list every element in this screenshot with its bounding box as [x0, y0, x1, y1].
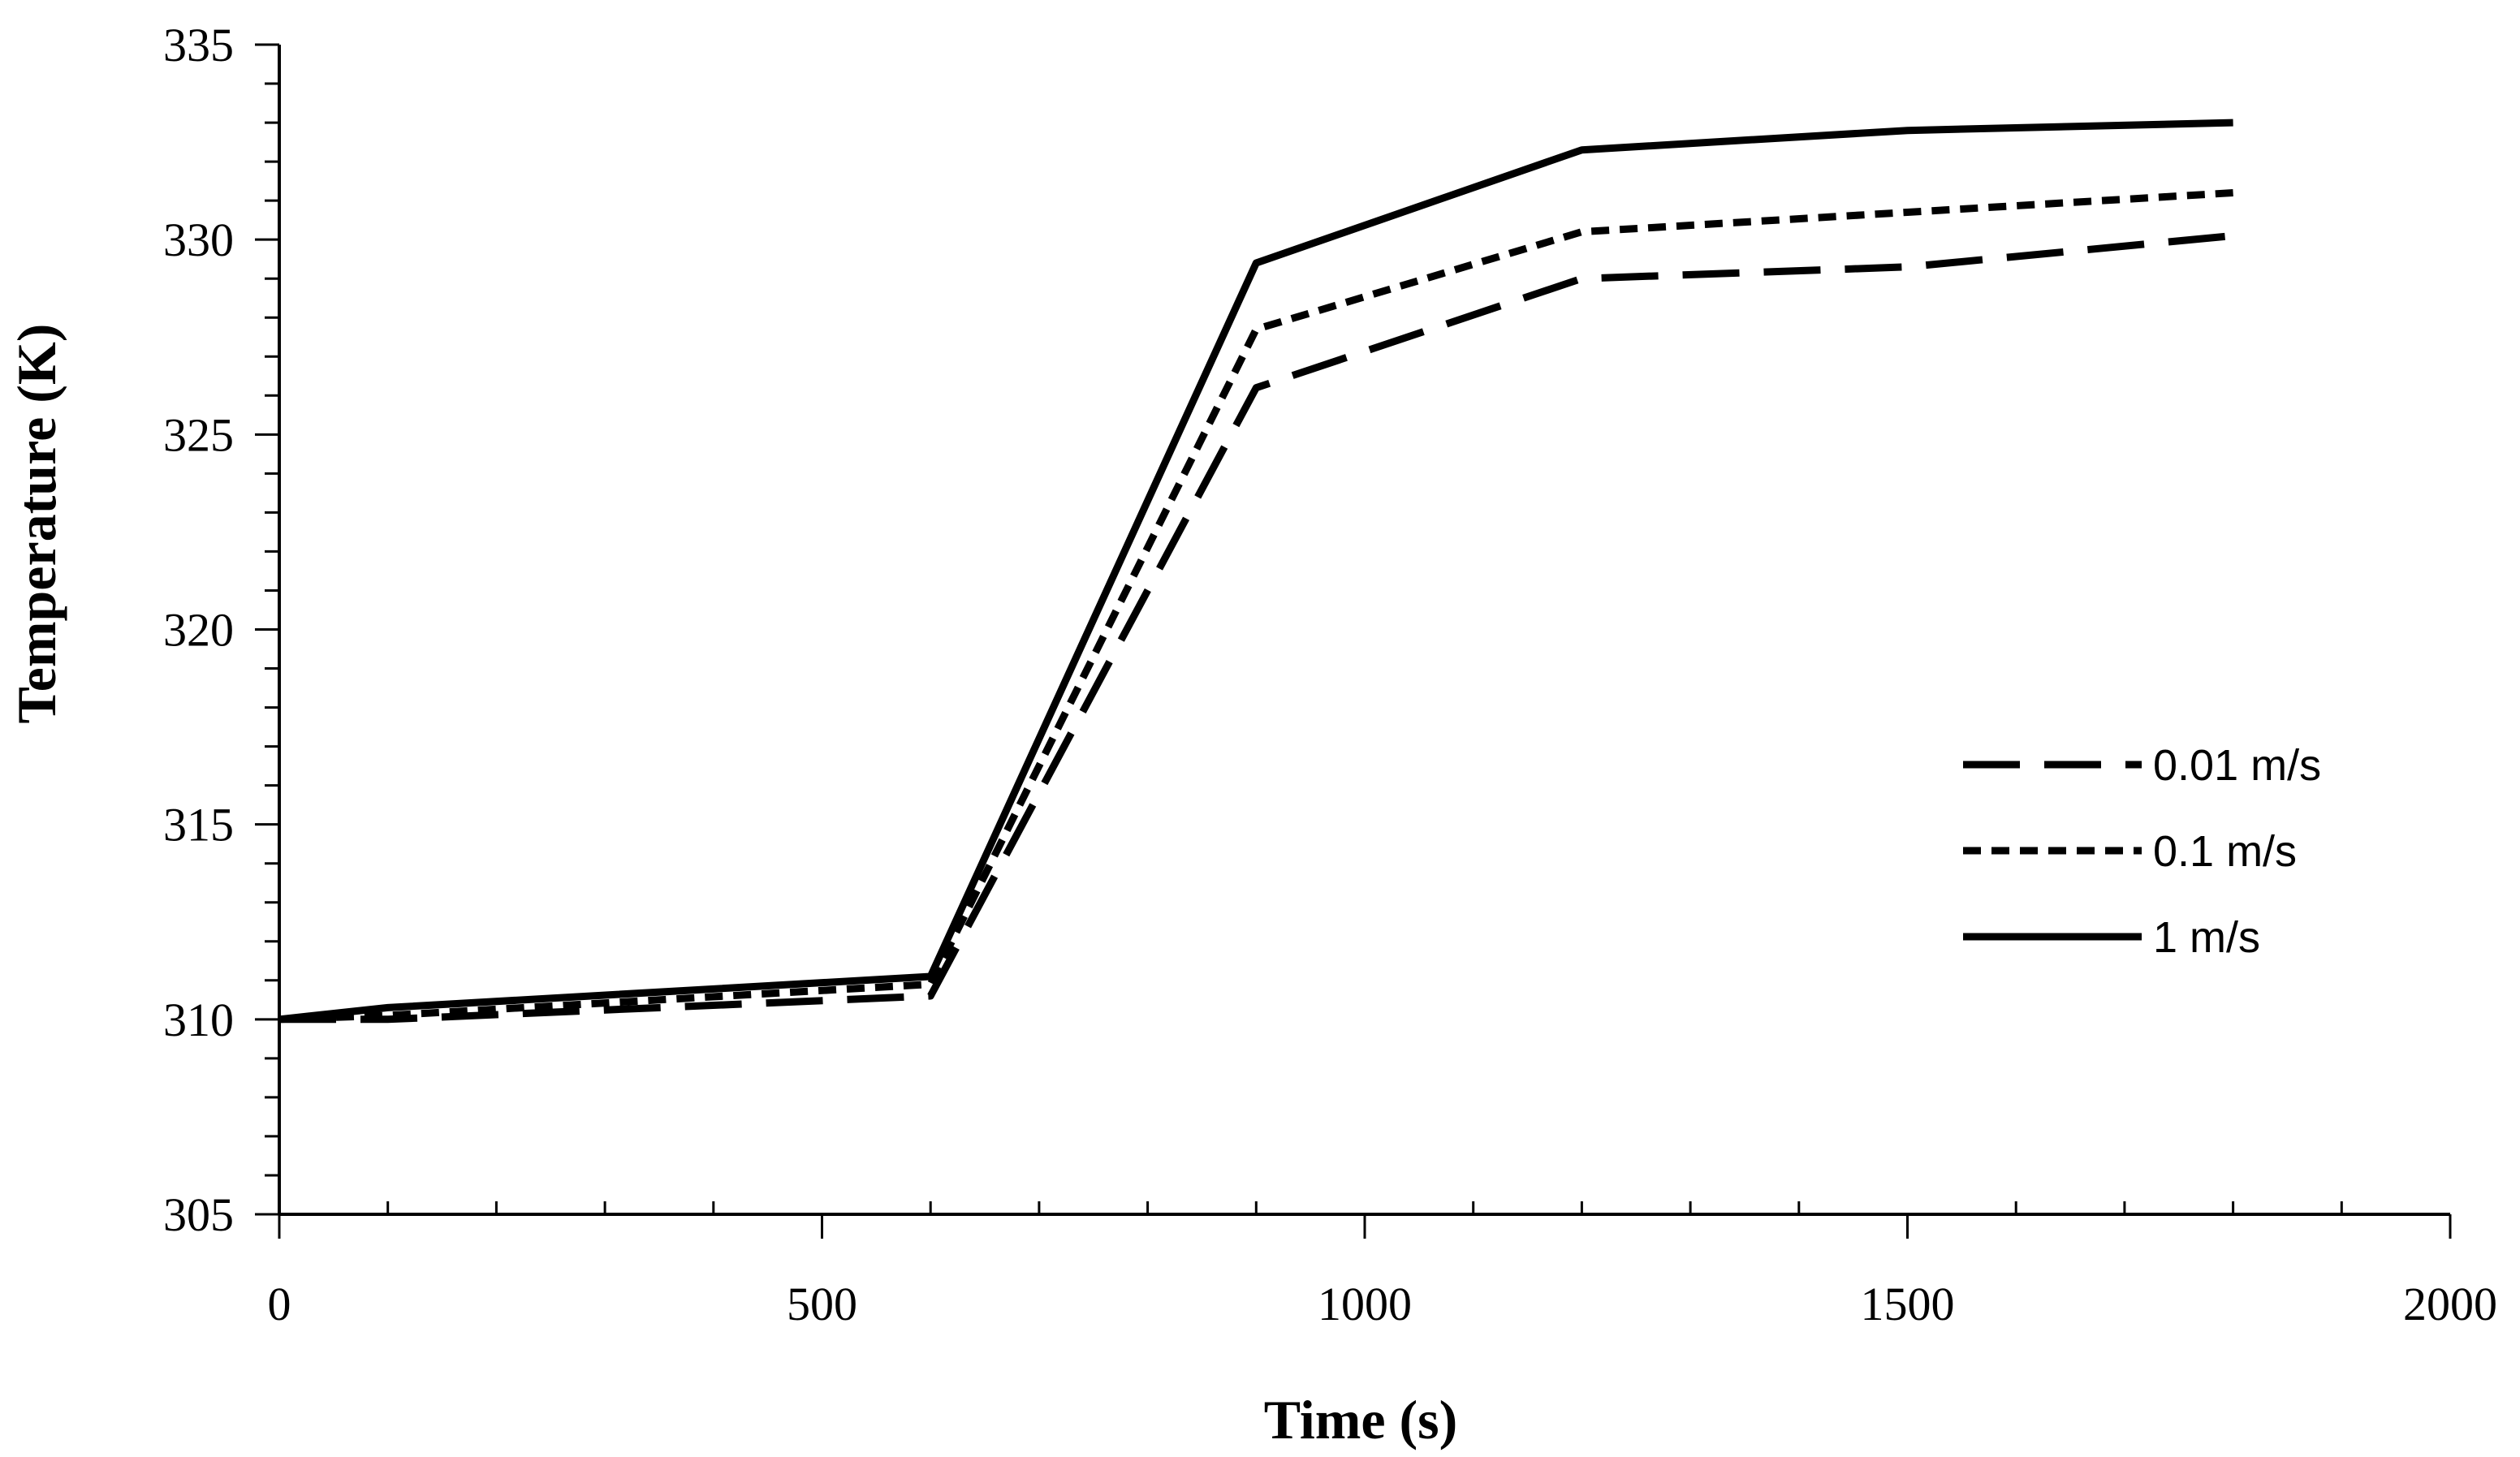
x-tick-label: 500 [787, 1278, 857, 1330]
y-tick-label: 330 [163, 213, 234, 266]
legend-label-3: 1 m/s [2153, 913, 2260, 962]
legend: 0.01 m/s 0.1 m/s 1 m/s [1963, 741, 2321, 962]
x-tick-label: 1500 [1861, 1278, 1955, 1330]
x-tick-label: 2000 [2403, 1278, 2497, 1330]
y-tick-label: 335 [163, 19, 234, 71]
legend-label-1: 0.01 m/s [2153, 741, 2321, 790]
y-axis-title: Temperature (K) [6, 324, 67, 724]
series-line-1 [279, 231, 2234, 1024]
y-tick-label: 325 [163, 408, 234, 461]
x-tick-label: 0 [268, 1278, 291, 1330]
x-axis-title: Time (s) [1264, 1389, 1458, 1451]
y-tick-label: 320 [163, 604, 234, 657]
series-layer [278, 119, 2234, 1024]
series-line-2 [278, 189, 2233, 1024]
series-line-3 [278, 119, 2233, 1024]
y-tick-label: 305 [163, 1188, 234, 1241]
y-tick-label: 310 [163, 994, 234, 1046]
legend-label-2: 0.1 m/s [2153, 827, 2297, 876]
x-tick-label: 1000 [1318, 1278, 1412, 1330]
y-tick-label: 315 [163, 799, 234, 851]
axes: 305 310 315 320 325 330 335 0 500 1000 1500 2000 [163, 19, 2497, 1330]
